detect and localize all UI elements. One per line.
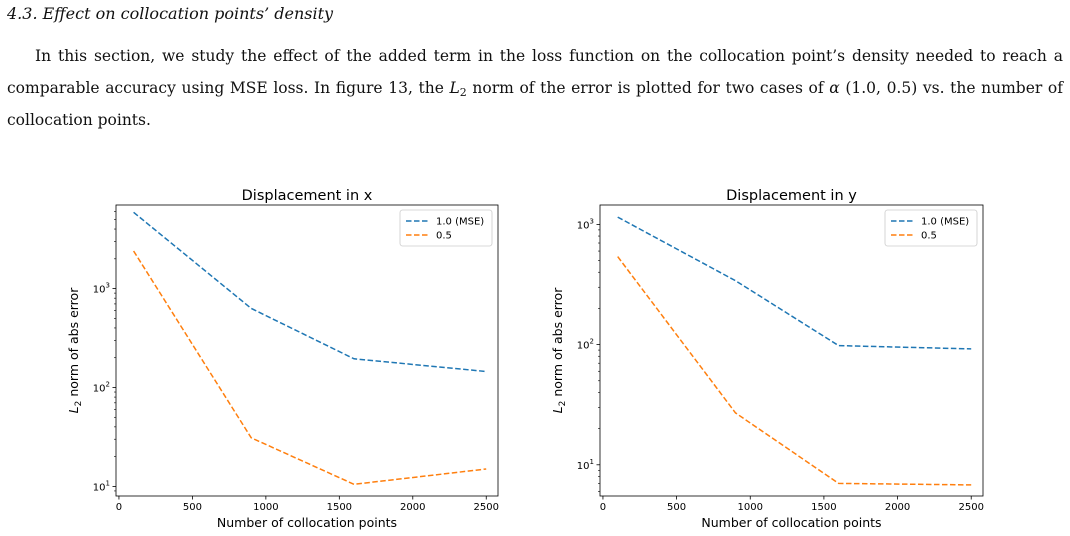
chart-2: Displacement in y 101 102 103 0 500 1000 1500 20… [550,188,984,530]
legend-frame [399,209,493,247]
legend: 1.0 (MSE) 0.5 [399,209,493,247]
legend-entry-1: 1.0 (MSE) [921,217,969,228]
series-line-1 [133,211,487,373]
alpha-symbol: α [829,79,840,97]
series-line-2 [617,256,972,486]
y-tick-label: 103 [577,217,594,231]
series-line-2 [132,250,487,486]
y-tick-label: 103 [93,282,110,296]
y-tick-label: 102 [93,381,110,395]
legend: 1.0 (MSE) 0.5 [884,209,978,247]
chart-title: Displacement in x [242,188,373,204]
x-tick-label: 500 [183,502,202,513]
x-tick-label: 2500 [958,502,983,513]
y-axis-label: L2 norm of abs error [66,287,84,414]
y-axis-label: L2 norm of abs error [550,287,568,414]
y-tick-label: 101 [577,458,594,472]
x-tick-label: 500 [667,502,686,513]
x-axis-label: Number of collocation points [701,515,881,530]
x-tick-label: 1000 [738,502,763,513]
axes-frame [115,204,499,497]
paragraph-text-1: In this section, we study the effect of … [7,47,1063,97]
x-tick-label: 1000 [253,502,278,513]
legend-entry-1: 1.0 (MSE) [436,217,484,228]
x-tick-label: 2000 [885,502,910,513]
x-axis-label: Number of collocation points [217,515,397,530]
x-tick-label: 0 [116,502,122,513]
paragraph-text-2: norm of the error is plotted for two cas… [466,79,830,97]
y-tick-label: 102 [577,338,594,352]
section-title: 4.3. Effect on collocation points’ densi… [7,4,334,23]
legend-frame [884,209,978,247]
legend-entry-2: 0.5 [436,231,452,242]
y-tick-label: 101 [93,479,110,493]
legend-entry-2: 0.5 [921,231,937,242]
norm-symbol: L2 [449,79,467,99]
axes-frame [599,204,984,497]
paragraph-text-3: (1.0, 0.5) vs. the number of collocation… [7,79,1063,129]
x-tick-label: 0 [600,502,606,513]
x-tick-label: 2500 [474,502,499,513]
x-tick-label: 1500 [327,502,352,513]
body-paragraph: In this section, we study the effect of … [7,40,1063,136]
x-tick-label: 2000 [400,502,425,513]
series-line-1 [617,216,972,350]
chart-title: Displacement in y [726,188,857,204]
chart-1: Displacement in x 101 102 103 0 500 1000 1500 20… [66,188,499,530]
x-tick-label: 1500 [811,502,836,513]
